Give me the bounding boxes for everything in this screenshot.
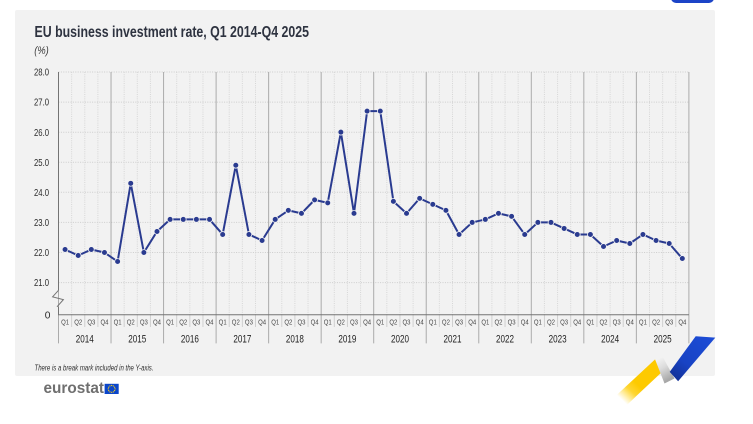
svg-text:Q2: Q2: [600, 317, 608, 326]
svg-text:eurostat: eurostat: [44, 380, 105, 397]
svg-text:Q3: Q3: [140, 317, 148, 326]
svg-text:2015: 2015: [128, 334, 146, 346]
svg-text:Q3: Q3: [350, 317, 358, 326]
svg-text:25.0: 25.0: [34, 158, 49, 169]
svg-text:Q3: Q3: [665, 317, 673, 326]
svg-text:2025: 2025: [654, 334, 672, 346]
svg-text:Q4: Q4: [153, 317, 161, 326]
svg-text:Q2: Q2: [652, 317, 660, 326]
svg-text:Q1: Q1: [166, 317, 174, 326]
svg-text:Q3: Q3: [560, 317, 568, 326]
svg-text:Q3: Q3: [87, 317, 95, 326]
svg-text:Q2: Q2: [494, 317, 502, 326]
svg-text:2021: 2021: [444, 334, 462, 346]
svg-text:0: 0: [45, 310, 51, 321]
svg-text:Q3: Q3: [508, 317, 516, 326]
svg-text:Q1: Q1: [61, 317, 69, 326]
svg-text:Q1: Q1: [219, 317, 227, 326]
svg-text:Q3: Q3: [403, 317, 411, 326]
svg-text:Q4: Q4: [468, 317, 476, 326]
svg-text:(%): (%): [34, 45, 49, 57]
svg-text:Q2: Q2: [232, 317, 240, 326]
svg-text:Q2: Q2: [389, 317, 397, 326]
svg-text:2016: 2016: [181, 334, 199, 346]
svg-text:Q2: Q2: [337, 317, 345, 326]
svg-text:Q1: Q1: [534, 317, 542, 326]
svg-text:Q4: Q4: [573, 317, 581, 326]
svg-text:Q3: Q3: [297, 317, 305, 326]
svg-text:Q1: Q1: [429, 317, 437, 326]
svg-text:2014: 2014: [76, 334, 94, 346]
svg-text:2019: 2019: [338, 334, 356, 346]
svg-text:2020: 2020: [391, 334, 409, 346]
svg-text:24.0: 24.0: [34, 188, 49, 199]
svg-text:Q2: Q2: [547, 317, 555, 326]
svg-text:2024: 2024: [601, 334, 619, 346]
svg-text:Q2: Q2: [74, 317, 82, 326]
svg-text:Q1: Q1: [376, 317, 384, 326]
svg-text:Q4: Q4: [363, 317, 371, 326]
svg-text:Q1: Q1: [481, 317, 489, 326]
svg-text:Q4: Q4: [100, 317, 108, 326]
svg-text:21.0: 21.0: [34, 278, 49, 289]
svg-text:23.0: 23.0: [34, 218, 49, 229]
svg-text:Q2: Q2: [284, 317, 292, 326]
svg-text:Q1: Q1: [639, 317, 647, 326]
svg-text:Q1: Q1: [271, 317, 279, 326]
svg-text:Q1: Q1: [114, 317, 122, 326]
svg-text:Q4: Q4: [626, 317, 634, 326]
svg-text:Q4: Q4: [416, 317, 424, 326]
svg-text:Q3: Q3: [455, 317, 463, 326]
svg-text:26.0: 26.0: [34, 128, 49, 139]
svg-text:There is a break mark included: There is a break mark included in the Y-…: [35, 362, 154, 372]
svg-text:Q3: Q3: [245, 317, 253, 326]
svg-text:EU business investment rate, Q: EU business investment rate, Q1 2014-Q4 …: [35, 24, 310, 41]
svg-text:Q4: Q4: [258, 317, 266, 326]
svg-text:Q3: Q3: [192, 317, 200, 326]
svg-text:Q4: Q4: [311, 317, 319, 326]
svg-text:Q4: Q4: [521, 317, 529, 326]
svg-text:Q2: Q2: [127, 317, 135, 326]
svg-text:2023: 2023: [549, 334, 567, 346]
svg-text:Q1: Q1: [324, 317, 332, 326]
svg-text:28.0: 28.0: [34, 68, 49, 79]
svg-text:Q4: Q4: [206, 317, 214, 326]
svg-text:2017: 2017: [233, 334, 251, 346]
svg-text:Q1: Q1: [586, 317, 594, 326]
svg-text:27.0: 27.0: [34, 98, 49, 109]
svg-text:Q4: Q4: [678, 317, 686, 326]
svg-text:Q2: Q2: [179, 317, 187, 326]
svg-text:22.0: 22.0: [34, 248, 49, 259]
svg-text:Q2: Q2: [442, 317, 450, 326]
svg-text:2018: 2018: [286, 334, 304, 346]
svg-text:2022: 2022: [496, 334, 514, 346]
svg-text:Q3: Q3: [613, 317, 621, 326]
